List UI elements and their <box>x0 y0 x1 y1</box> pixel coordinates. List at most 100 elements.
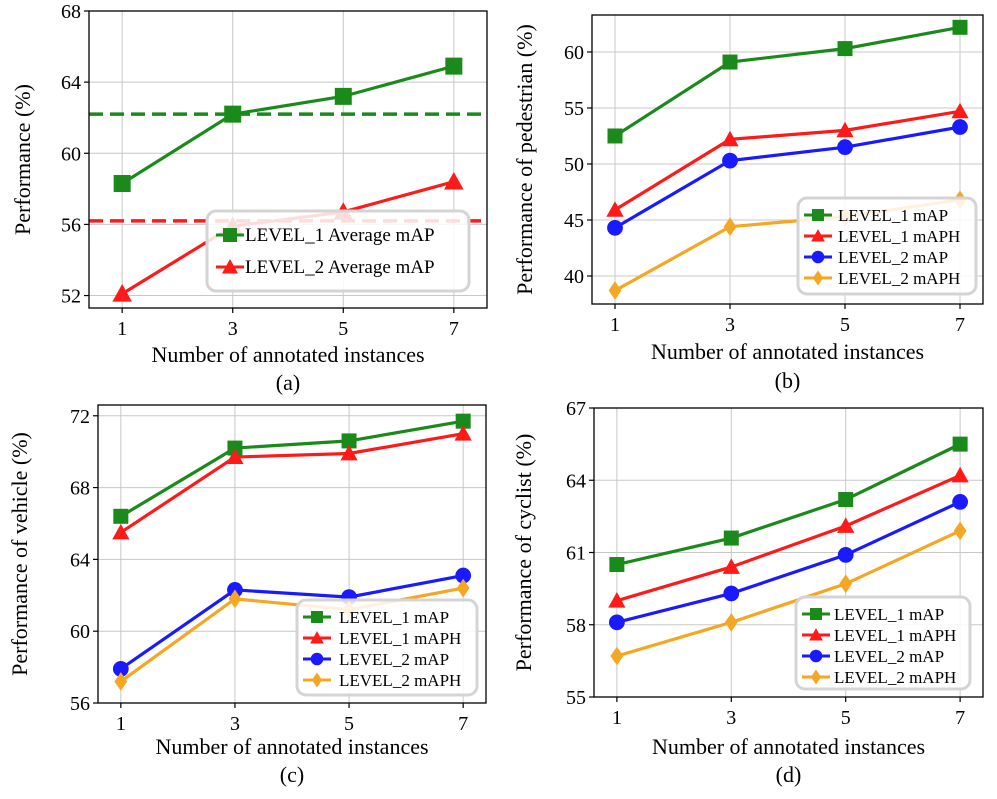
x-axis-label: Number of annotated instances <box>155 734 428 759</box>
y-axis-label: Performance of pedestrian (%) <box>512 24 537 295</box>
legend-marker <box>223 228 237 242</box>
data-point <box>334 87 352 105</box>
data-point <box>836 121 854 138</box>
y-axis-label: Performance of vehicle (%) <box>7 432 32 676</box>
y-tick-label: 58 <box>566 615 586 637</box>
data-point <box>454 425 472 441</box>
x-tick-label: 5 <box>841 707 851 729</box>
data-point <box>341 433 357 449</box>
y-tick-label: 40 <box>564 266 584 288</box>
x-tick-label: 3 <box>725 314 735 336</box>
legend-label: LEVEL_1 mAP <box>339 608 449 627</box>
data-point <box>444 171 464 190</box>
x-tick-label: 1 <box>610 314 620 336</box>
series-line-0 <box>614 25 961 138</box>
data-point <box>839 574 853 594</box>
y-tick-label: 68 <box>70 478 90 500</box>
axes-frame <box>591 14 984 305</box>
data-point <box>952 436 968 452</box>
legend-marker <box>310 652 324 666</box>
axes-frame <box>88 10 488 309</box>
legend-label: LEVEL_2 mAPH <box>838 269 960 288</box>
data-point <box>951 102 969 119</box>
data-point <box>112 661 129 677</box>
legend-marker <box>809 649 823 663</box>
chart-panel-b: 1 3 5 7 40 45 50 55 60 Number of annotated instan… <box>512 14 984 393</box>
legend-marker <box>311 611 323 623</box>
data-point <box>226 448 244 464</box>
y-tick-label: 60 <box>564 42 584 64</box>
legend-label: LEVEL_2 mAPH <box>834 668 956 687</box>
y-tick-label: 61 <box>566 543 586 565</box>
data-point <box>723 217 737 237</box>
axes-frame <box>97 404 487 704</box>
data-point <box>224 105 242 123</box>
legend-label: LEVEL_1 mAP <box>838 206 948 225</box>
x-axis-label: Number of annotated instances <box>151 342 424 367</box>
y-tick-label: 60 <box>61 143 81 165</box>
legend-marker <box>810 608 822 620</box>
y-tick-label: 56 <box>61 214 81 236</box>
series-line-1 <box>119 432 464 534</box>
chart-panel-a: 1 3 5 7 52 56 60 64 68 Number of annotated instan… <box>10 1 488 395</box>
data-point <box>455 413 471 429</box>
data-point <box>456 578 470 598</box>
x-tick-label: 5 <box>344 713 354 735</box>
x-tick-label: 7 <box>955 314 965 336</box>
y-tick-label: 56 <box>70 693 90 715</box>
y-tick-label: 60 <box>70 621 90 643</box>
x-tick-label: 1 <box>117 318 127 340</box>
legend-box <box>205 209 471 293</box>
data-point <box>722 558 740 574</box>
legend-label: LEVEL_1 mAP <box>834 605 944 624</box>
panel-caption: (d) <box>776 762 802 787</box>
y-tick-label: 64 <box>566 470 586 492</box>
legend: LEVEL_1 Average mAP LEVEL_2 Average mAP <box>205 209 471 293</box>
data-point <box>722 152 738 169</box>
x-axis-label: Number of annotated instances <box>651 339 924 364</box>
y-tick-label: 55 <box>564 98 584 120</box>
data-point <box>952 494 968 510</box>
legend-marker <box>812 270 824 286</box>
y-tick-label: 55 <box>566 687 586 709</box>
data-point <box>607 128 623 144</box>
x-axis-label: Number of annotated instances <box>652 734 925 759</box>
legend-label: LEVEL_2 Average mAP <box>245 257 435 278</box>
y-tick-label: 67 <box>566 398 586 420</box>
series-line-3 <box>616 529 961 658</box>
data-point <box>114 672 128 691</box>
legend-label: LEVEL_2 mAPH <box>339 671 461 690</box>
series-line-0 <box>616 442 961 567</box>
legend: LEVEL_1 mAP LEVEL_1 mAPH LEVEL_2 mAP LEVEL_… <box>295 598 479 697</box>
legend-label: LEVEL_2 mAP <box>339 650 449 669</box>
data-point <box>607 219 623 236</box>
y-axis-label: Performance of cyclist (%) <box>511 434 536 672</box>
data-point <box>953 521 967 541</box>
x-tick-label: 7 <box>449 318 459 340</box>
data-point <box>721 130 739 147</box>
data-point <box>606 201 624 217</box>
legend-label: LEVEL_1 mAPH <box>834 626 956 645</box>
y-tick-label: 64 <box>61 72 81 94</box>
x-tick-label: 5 <box>338 318 348 340</box>
series-line-1 <box>616 473 961 603</box>
y-axis-label: Performance (%) <box>10 84 35 235</box>
series-line-2 <box>119 573 464 671</box>
panel-caption: (c) <box>280 762 304 787</box>
data-point <box>837 547 854 563</box>
y-tick-label: 52 <box>61 286 81 308</box>
data-point <box>837 139 853 156</box>
legend: LEVEL_1 mAP LEVEL_1 mAPH LEVEL_2 mAP LEVEL_… <box>794 595 972 691</box>
data-point <box>952 119 968 135</box>
series-line-0 <box>121 64 455 185</box>
data-point <box>837 41 853 57</box>
legend-marker <box>810 669 822 685</box>
data-point <box>608 281 622 300</box>
series-line-2 <box>614 125 961 230</box>
legend-label: LEVEL_2 mAP <box>838 248 948 267</box>
data-point <box>722 54 738 70</box>
data-point <box>723 530 739 546</box>
data-point <box>340 444 358 461</box>
data-point <box>837 517 855 533</box>
